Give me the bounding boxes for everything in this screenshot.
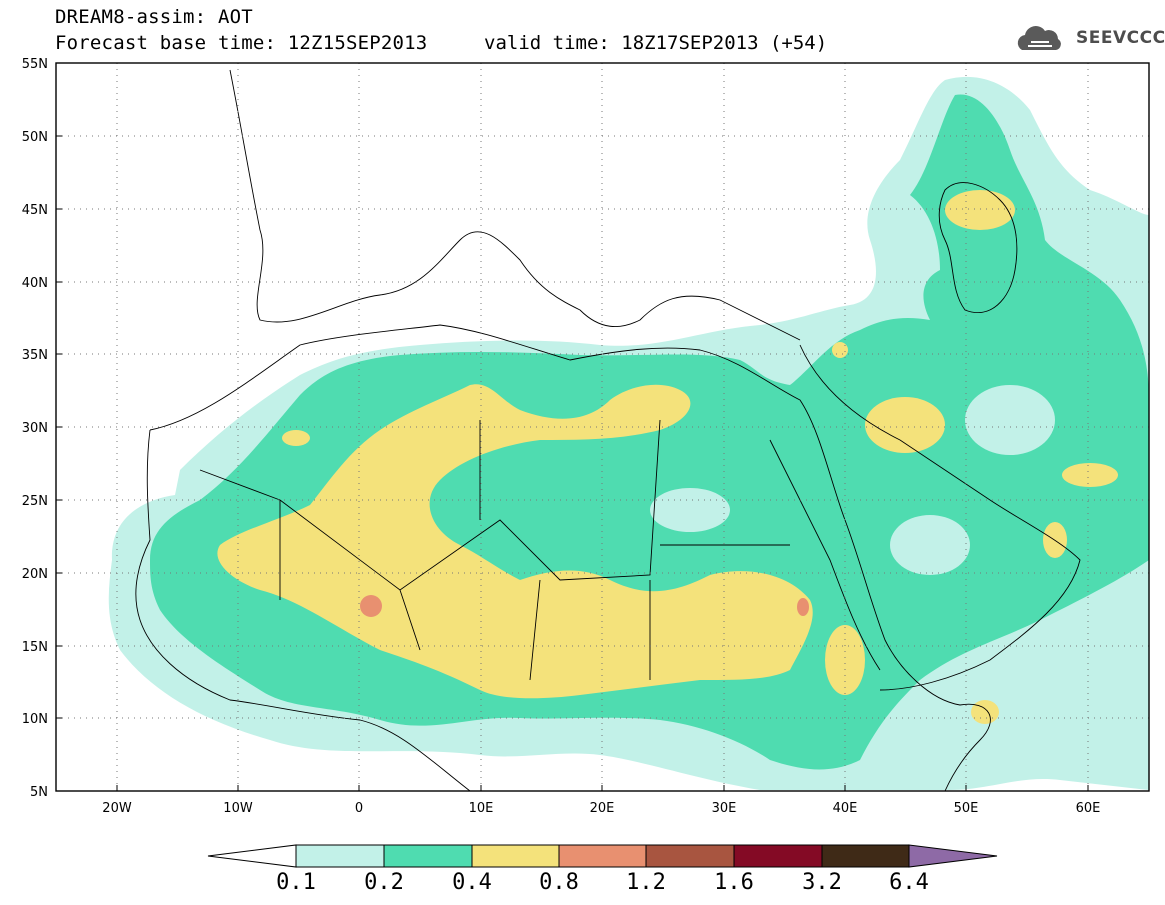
colorbar-label: 1.6 [714, 870, 754, 895]
valid-time: valid time: 18Z17SEP2013 (+54) [484, 32, 828, 54]
colorbar-label: 0.8 [539, 870, 579, 895]
aot-contour-0.4 [1062, 463, 1118, 487]
lon-label: 40E [833, 801, 858, 816]
country-borders [199, 419, 790, 681]
lat-label: 55N [22, 57, 48, 72]
colorbar-label: 0.2 [364, 870, 404, 895]
west-africa-coast [135, 429, 471, 791]
lon-label: 20W [102, 801, 132, 816]
colorbar-label: 3.2 [802, 870, 842, 895]
lat-label: 5N [30, 785, 48, 800]
aot-contour-0.8 [797, 598, 809, 616]
arabia-coast [799, 344, 1081, 691]
aot-contour-0.4 [971, 700, 999, 724]
aot-low-patch [965, 385, 1055, 455]
lat-label: 45N [22, 203, 48, 218]
aot-contour-0.4 [217, 384, 813, 699]
forecast-base-time: Forecast base time: 12Z15SEP2013 [55, 32, 428, 54]
colorbar-segment [821, 844, 910, 868]
colorbar-label: 1.2 [626, 870, 666, 895]
lon-label: 10E [469, 801, 494, 816]
colorbar-label: 6.4 [889, 870, 929, 895]
aot-contour-0.8 [360, 595, 382, 617]
colorbar-label: 0.4 [452, 870, 492, 895]
lon-label: 50E [954, 801, 979, 816]
colorbar-segment [558, 844, 647, 868]
lat-label: 10N [22, 712, 48, 727]
aot-field [108, 76, 1149, 791]
europe-coast [229, 69, 801, 341]
lon-label: 30E [712, 801, 737, 816]
coastlines [135, 69, 1081, 791]
colorbar-segment [295, 844, 385, 868]
lat-label: 20N [22, 567, 48, 582]
lat-label: 50N [22, 130, 48, 145]
longitude-ticks: 20W 10W 0 10E 20E 30E 40E 50E 60E [102, 785, 1100, 816]
lon-label: 20E [590, 801, 615, 816]
aot-contour-0.4 [825, 625, 865, 695]
africa-coastline [149, 324, 991, 791]
caspian-outline [938, 182, 1018, 314]
lon-label: 10W [223, 801, 253, 816]
lat-label: 15N [22, 640, 48, 655]
aot-contour-0.4 [945, 190, 1015, 230]
latitude-ticks: 55N 50N 45N 40N 35N 30N 25N 20N 15N 10N … [22, 57, 62, 800]
aot-contour-0.4 [865, 397, 945, 453]
colorbar-max-arrow [908, 844, 998, 868]
aot-low-patch [890, 515, 970, 575]
lat-label: 40N [22, 276, 48, 291]
colorbar-segment [383, 844, 473, 868]
lon-label: 60E [1076, 801, 1101, 816]
graticule [56, 63, 1149, 791]
logo-text: SEEVCCC [1076, 28, 1165, 48]
aot-contour-0.4 [832, 342, 848, 358]
lon-label: 0 [355, 801, 363, 816]
colorbar-segment [645, 844, 735, 868]
aot-low-patch [650, 488, 730, 532]
red-sea [769, 439, 881, 671]
colorbar-label: 0.1 [276, 870, 316, 895]
lat-label: 35N [22, 348, 48, 363]
colorbar-segment [733, 844, 823, 868]
colorbar-min-arrow [207, 844, 297, 868]
colorbar-segment [471, 844, 560, 868]
lat-label: 30N [22, 421, 48, 436]
colorbar [207, 844, 998, 868]
cloud-icon [1017, 26, 1061, 50]
aot-contour-0.4 [282, 430, 310, 446]
lat-label: 25N [22, 494, 48, 509]
title-line-1: DREAM8-assim: AOT [55, 6, 253, 28]
